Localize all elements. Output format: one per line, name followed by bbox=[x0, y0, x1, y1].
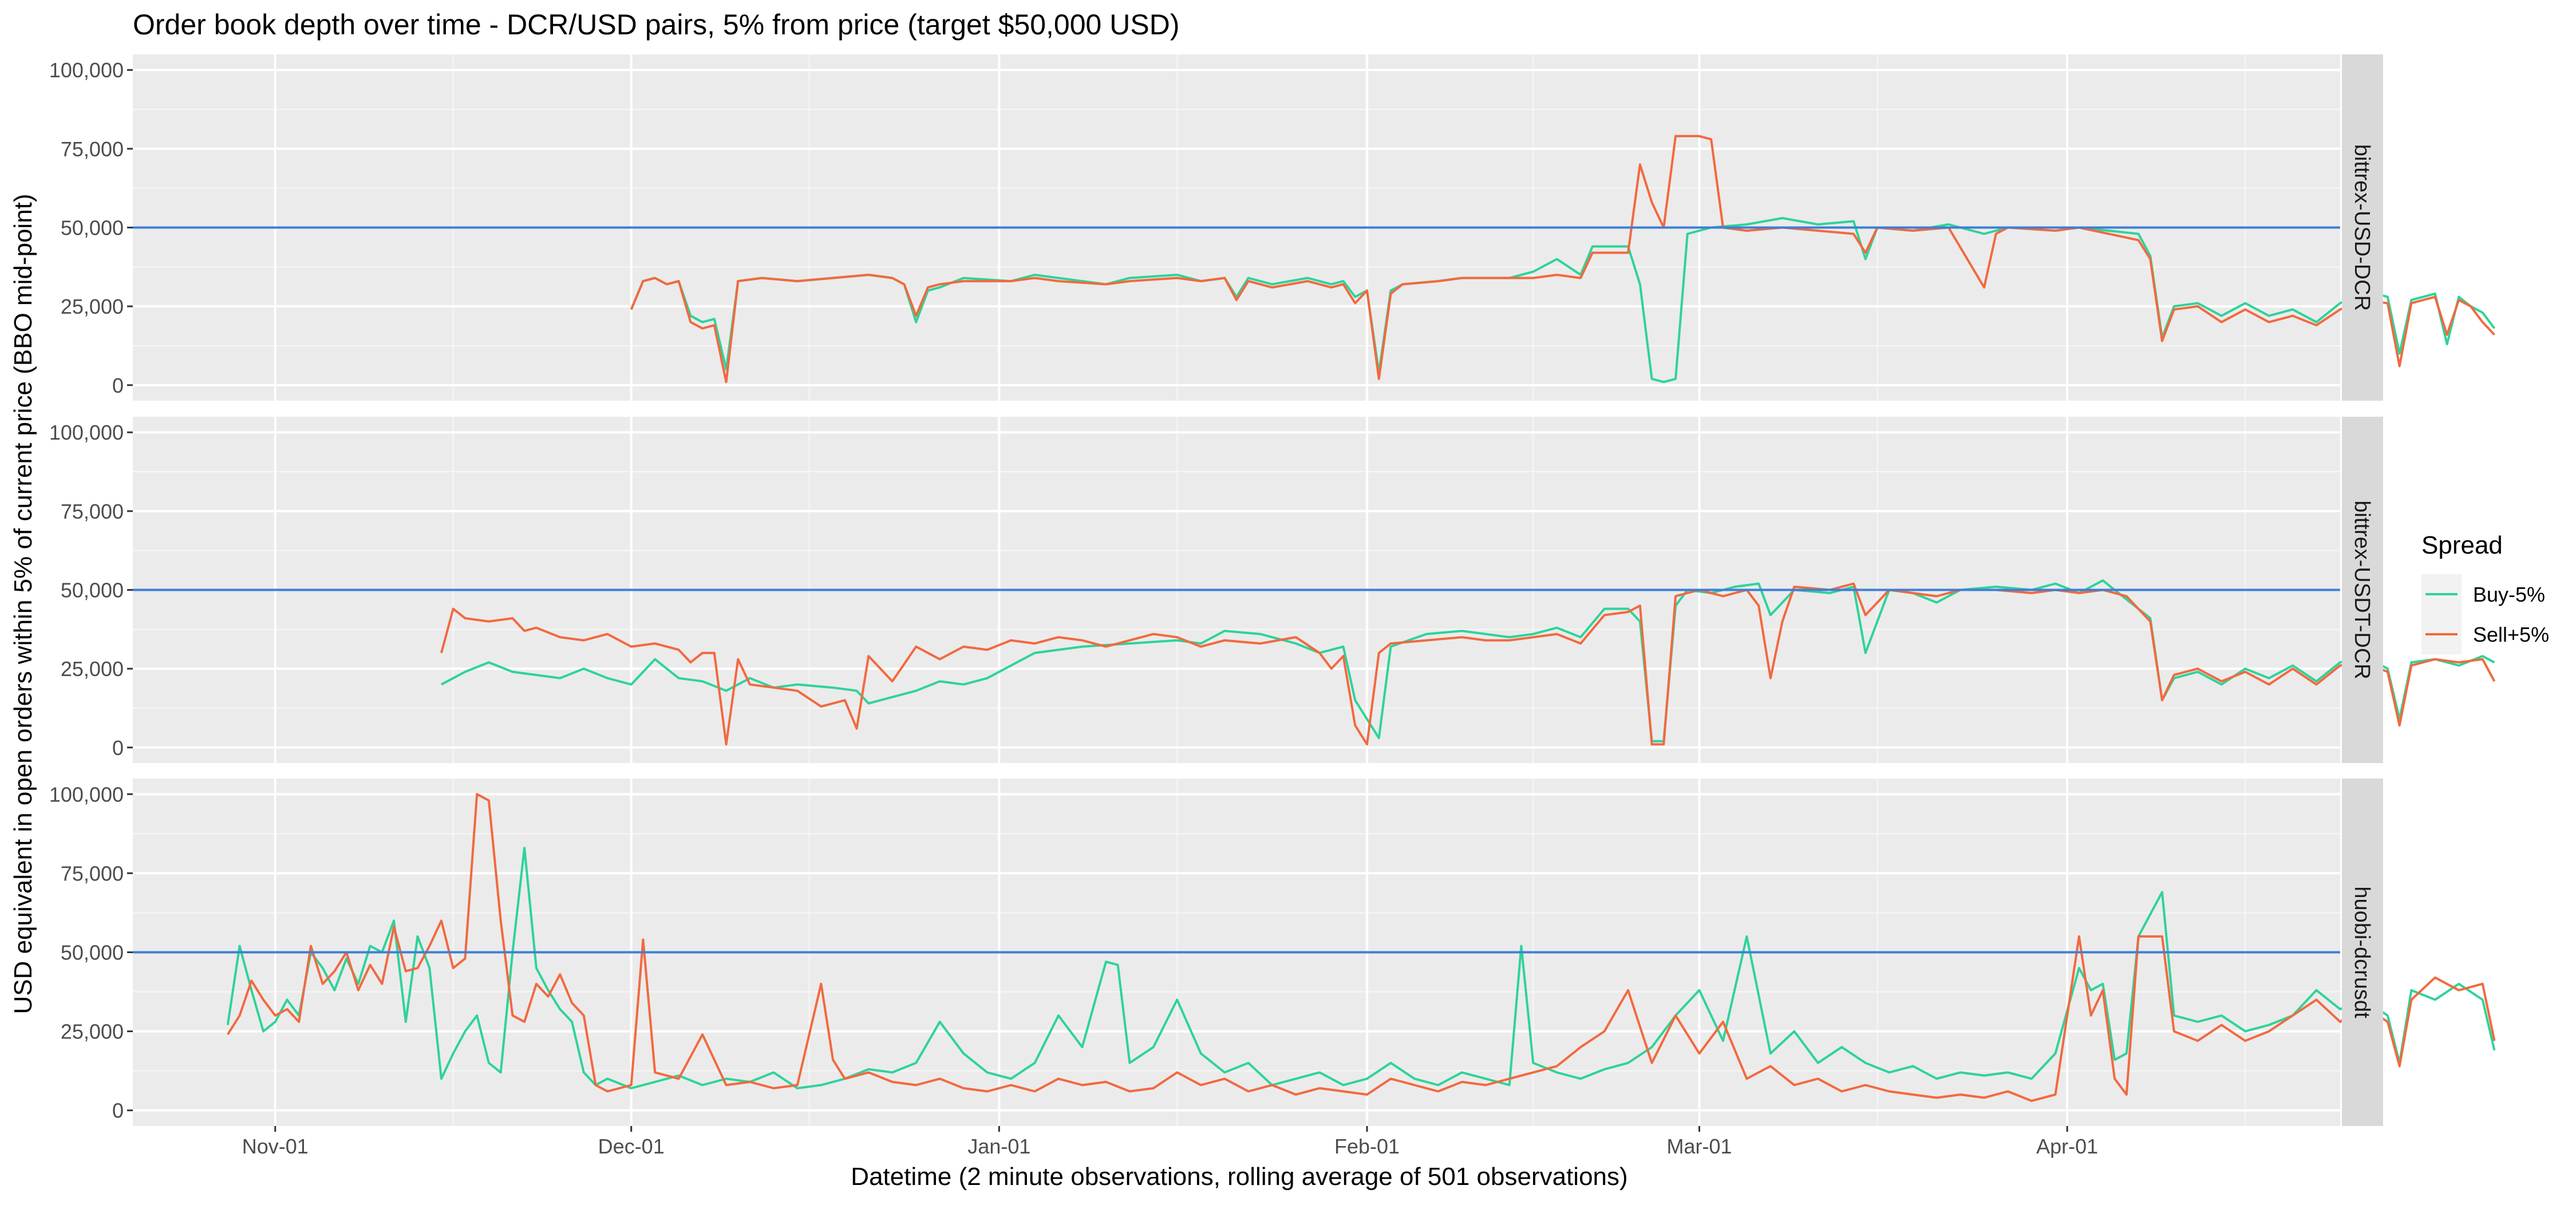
panel-huobi-dcrusdt: 0 25,000 50,000 75,000 100,000 huobi-dcrusdt bbox=[49, 779, 2496, 1126]
y-axis-label: USD equivalent in open orders within 5% … bbox=[9, 193, 37, 1014]
legend-label: Sell+5% bbox=[2473, 623, 2549, 646]
facet-label: huobi-dcrusdt bbox=[2350, 886, 2374, 1018]
y-tick-label: 75,000 bbox=[61, 137, 124, 161]
x-tick-label: Dec-01 bbox=[598, 1135, 665, 1158]
legend: Spread Buy-5% Sell+5% bbox=[2421, 531, 2549, 654]
y-tick-label: 75,000 bbox=[61, 862, 124, 885]
legend-entries: Buy-5% Sell+5% bbox=[2421, 574, 2549, 654]
y-tick-label: 0 bbox=[112, 374, 124, 397]
y-tick-label: 100,000 bbox=[49, 783, 124, 806]
x-tick-label: Mar-01 bbox=[1667, 1135, 1732, 1158]
panels-layer: 0 25,000 50,000 75,000 100,000 bittrex-USD-DC… bbox=[49, 54, 2496, 1126]
x-axis-label: Datetime (2 minute observations, rolling… bbox=[851, 1163, 1627, 1191]
y-tick-label: 25,000 bbox=[61, 1020, 124, 1044]
series-line-Sell+5% bbox=[440, 582, 2496, 746]
y-tick-label: 25,000 bbox=[61, 657, 124, 681]
legend-label: Buy-5% bbox=[2473, 583, 2545, 606]
x-tick-label: Jan-01 bbox=[967, 1135, 1030, 1158]
y-tick-label: 50,000 bbox=[61, 216, 124, 240]
series-line-Buy-5% bbox=[441, 579, 2495, 742]
y-tick-label: 0 bbox=[112, 736, 124, 760]
y-tick-label: 25,000 bbox=[61, 295, 124, 318]
panel-bittrex-USDT-DCR: 0 25,000 50,000 75,000 100,000 bittrex-USDT-D… bbox=[49, 417, 2496, 763]
x-tick-label: Apr-01 bbox=[2036, 1135, 2098, 1158]
series-line-Buy-5% bbox=[226, 847, 2496, 1089]
y-tick-label: 0 bbox=[112, 1099, 124, 1123]
facet-strip bbox=[2342, 417, 2383, 763]
facet-label: bittrex-USD-DCR bbox=[2350, 144, 2374, 311]
facet-strip bbox=[2342, 779, 2383, 1126]
series-line-Sell+5% bbox=[630, 135, 2495, 384]
y-tick-label: 75,000 bbox=[61, 500, 124, 523]
x-tick-label: Nov-01 bbox=[242, 1135, 309, 1158]
legend-title: Spread bbox=[2421, 531, 2503, 559]
y-tick-label: 50,000 bbox=[61, 579, 124, 602]
x-tick-label: Feb-01 bbox=[1334, 1135, 1400, 1158]
panel-bittrex-USD-DCR: 0 25,000 50,000 75,000 100,000 bittrex-USD-DC… bbox=[49, 54, 2496, 401]
y-tick-label: 100,000 bbox=[49, 421, 124, 444]
y-tick-label: 50,000 bbox=[61, 941, 124, 965]
x-axis: Nov-01 Dec-01 Jan-01 Feb-01 Mar-01 Apr-01 bbox=[242, 1126, 2098, 1158]
y-tick-label: 100,000 bbox=[49, 58, 124, 82]
facet-label: bittrex-USDT-DCR bbox=[2350, 500, 2374, 679]
series-line-Sell+5% bbox=[227, 793, 2496, 1103]
facet-strip bbox=[2342, 54, 2383, 401]
chart-title: Order book depth over time - DCR/USD pai… bbox=[133, 9, 1179, 41]
